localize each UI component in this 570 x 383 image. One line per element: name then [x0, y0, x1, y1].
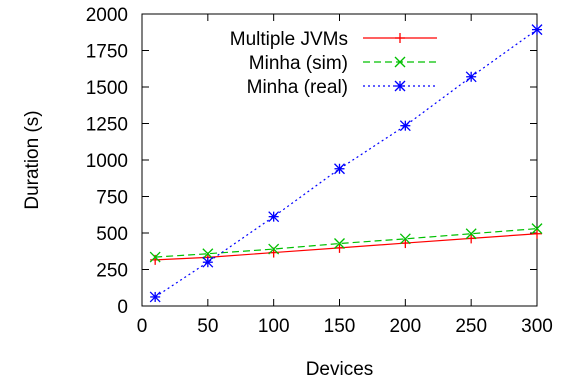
- legend: Multiple JVMs Minha (sim) Minha (real): [230, 29, 437, 98]
- y-tick-label: 1500: [86, 78, 128, 99]
- axis-ticks: 0 50 100 150 200 250 300 0 250 500 750 1000 1250 1500…: [86, 5, 553, 337]
- x-tick-label: 50: [197, 316, 218, 337]
- data-point-cross: [531, 223, 543, 235]
- legend-item: Multiple JVMs: [230, 29, 437, 50]
- x-tick-label: 300: [521, 316, 553, 337]
- y-tick-label: 1000: [86, 151, 128, 172]
- legend-item: Minha (real): [247, 77, 437, 98]
- series-line: [155, 228, 538, 258]
- x-tick-label: 150: [324, 316, 356, 337]
- legend-label: Minha (sim): [249, 53, 348, 74]
- data-point-cross: [334, 238, 345, 249]
- data-point-star: [399, 120, 411, 132]
- data-point-cross: [149, 251, 161, 263]
- series-layer: [149, 24, 543, 303]
- x-tick-label: 0: [137, 316, 148, 337]
- y-tick-label: 1250: [86, 115, 128, 136]
- x-tick-label: 250: [455, 316, 487, 337]
- plot-frame: [141, 13, 538, 307]
- data-point-star: [202, 256, 214, 268]
- data-point-star: [334, 163, 345, 175]
- data-point-plus: [532, 228, 542, 239]
- series-minha-sim: [149, 223, 543, 263]
- data-point-cross: [268, 243, 280, 255]
- data-point-cross: [399, 233, 411, 245]
- data-point-cross: [394, 56, 406, 68]
- legend-item: Minha (sim): [249, 53, 437, 74]
- series-minha-real: [149, 24, 543, 303]
- data-point-star: [149, 291, 161, 303]
- legend-label: Multiple JVMs: [230, 29, 348, 50]
- legend-label: Minha (real): [247, 77, 348, 98]
- series-line: [155, 233, 538, 261]
- y-tick-label: 1750: [86, 42, 128, 63]
- y-tick-label: 500: [96, 224, 128, 245]
- y-tick-label: 2000: [86, 5, 128, 26]
- x-tick-label: 100: [258, 316, 290, 337]
- y-axis-title: Duration (s): [22, 110, 43, 209]
- data-point-cross: [202, 248, 214, 260]
- x-axis-title: Devices: [306, 359, 374, 380]
- series-multiple-jvms: [150, 228, 542, 265]
- x-tick-label: 200: [389, 316, 421, 337]
- y-tick-label: 250: [96, 261, 128, 282]
- y-tick-label: 750: [96, 188, 128, 209]
- data-point-plus: [395, 33, 405, 43]
- data-point-cross: [465, 228, 477, 240]
- data-point-star: [268, 211, 280, 223]
- data-point-star: [531, 24, 543, 36]
- y-tick-label: 0: [117, 297, 128, 318]
- data-point-star: [465, 71, 477, 83]
- data-point-plus: [466, 233, 477, 244]
- data-point-plus: [334, 242, 345, 253]
- data-point-star: [394, 80, 406, 92]
